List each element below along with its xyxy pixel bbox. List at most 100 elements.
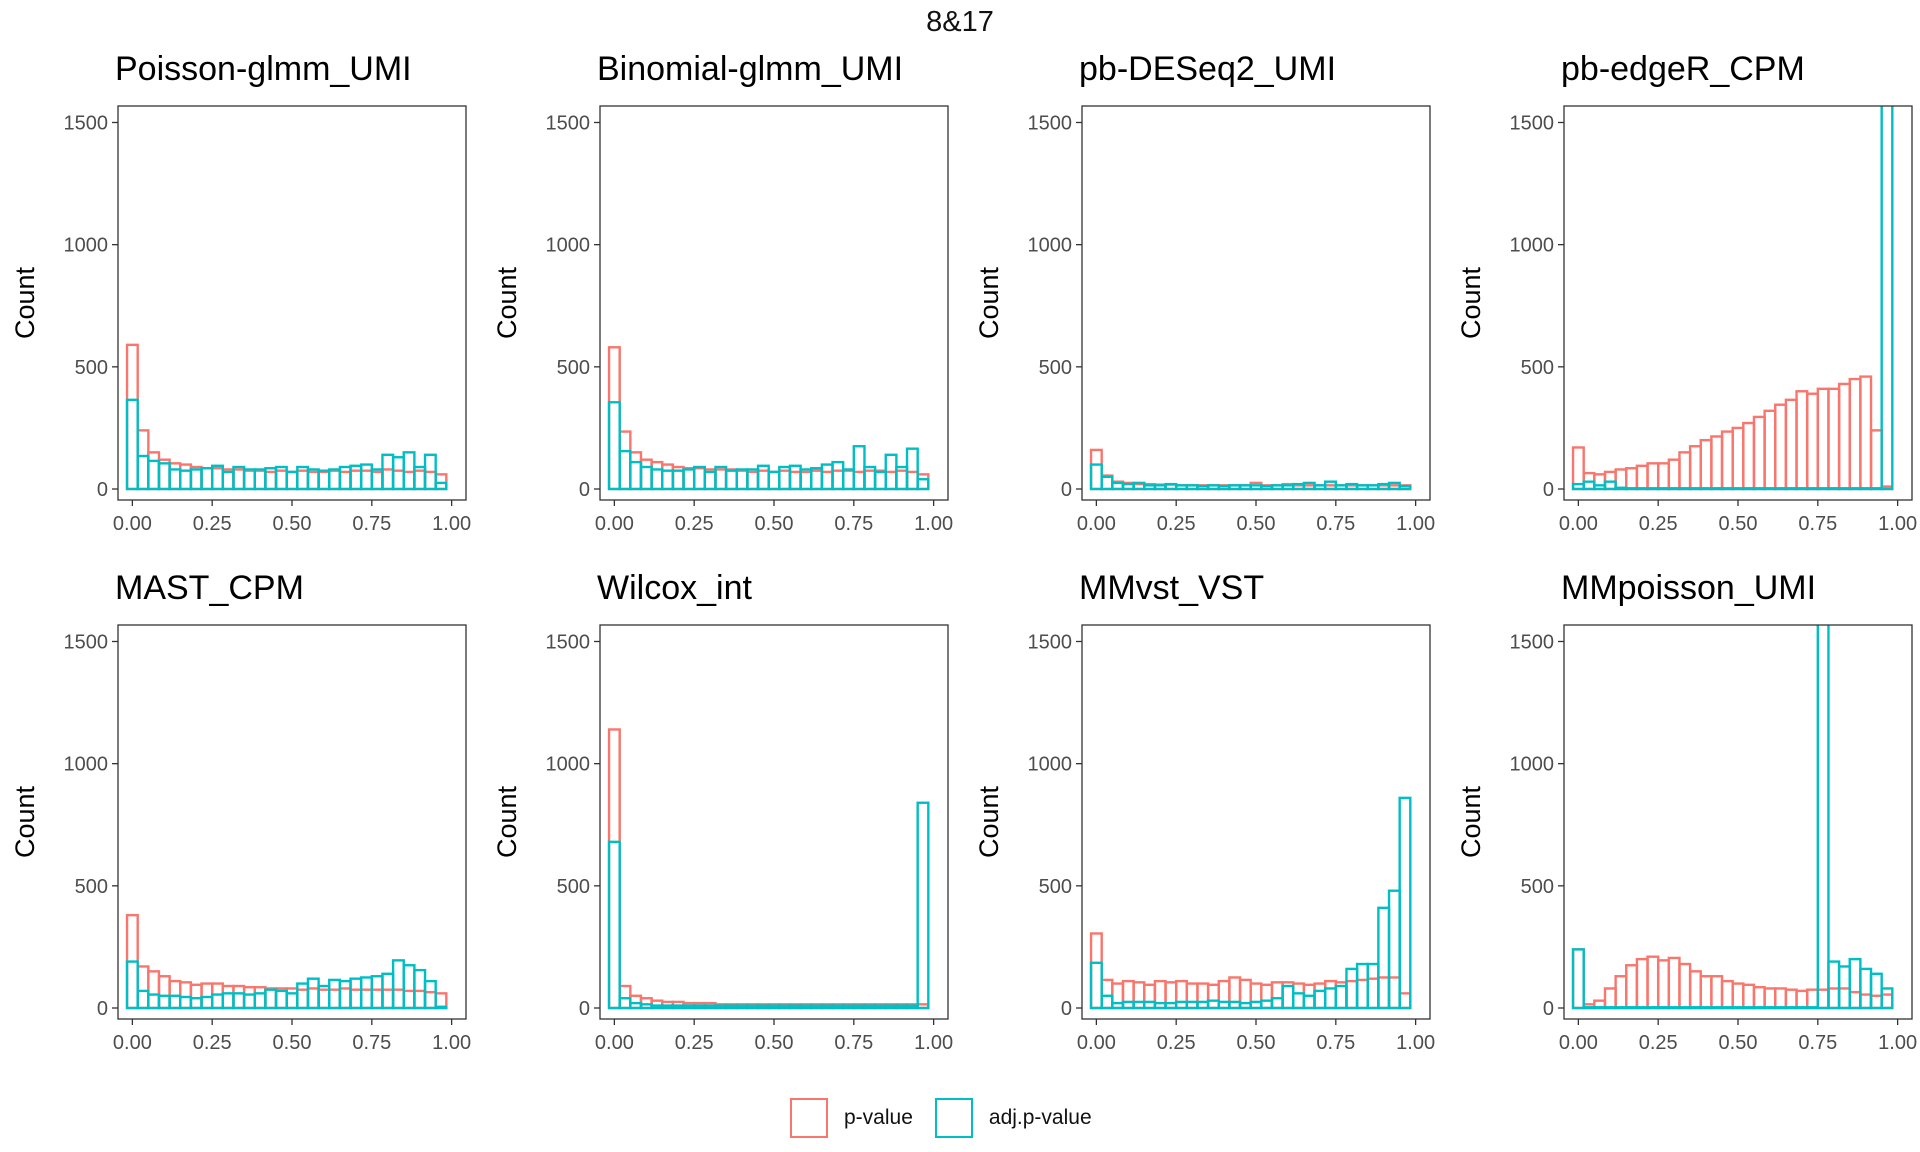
bar-adj-p-value (317, 469, 331, 491)
panel-1: Poisson-glmm_UMI Count 0 500 1000 1500 0.00 0.2… (10, 50, 471, 535)
bar-p-value (1355, 978, 1369, 1010)
bar-adj-p-value (413, 968, 427, 1010)
bar-p-value (1398, 992, 1412, 1010)
x-tick-label: 0.00 (1559, 513, 1598, 535)
bar-adj-p-value (1582, 480, 1596, 491)
bar-adj-p-value (434, 481, 448, 491)
bar-p-value (1837, 382, 1851, 491)
x-tick-label: 0.75 (1798, 513, 1837, 535)
bar-adj-p-value (370, 975, 384, 1010)
bar-adj-p-value (179, 995, 193, 1010)
bar-p-value (714, 468, 728, 491)
bar-adj-p-value (1869, 972, 1883, 1010)
panel-border (599, 624, 949, 1020)
bar-p-value (1869, 994, 1883, 1010)
bars (1089, 796, 1412, 1010)
bar-p-value (402, 989, 416, 1010)
bar-p-value (799, 470, 813, 491)
bar-p-value (136, 429, 150, 491)
x-tick-label: 1.00 (1396, 1032, 1435, 1054)
y-tick-label: 1000 (1510, 235, 1555, 257)
bar-adj-p-value (1656, 1006, 1671, 1010)
y-tick-label: 500 (75, 357, 108, 379)
bar-p-value (1816, 387, 1830, 491)
bar-adj-p-value (1678, 487, 1692, 491)
bar-adj-p-value (1249, 1000, 1263, 1010)
bar-adj-p-value (629, 460, 643, 491)
bar-adj-p-value (1270, 997, 1284, 1010)
panel-border (599, 105, 949, 501)
bar-p-value (200, 467, 214, 491)
bar-adj-p-value (1710, 487, 1724, 491)
bar-p-value (1869, 429, 1883, 491)
bar-adj-p-value (1334, 484, 1348, 491)
bar-adj-p-value (1827, 960, 1841, 1010)
x-tick-label: 0.75 (352, 1032, 391, 1054)
bar-p-value (1837, 987, 1851, 1010)
bar-adj-p-value (1164, 482, 1178, 491)
bar-adj-p-value (1292, 482, 1306, 491)
bar-p-value (639, 458, 653, 491)
bar-adj-p-value (1880, 106, 1894, 491)
bar-p-value (1270, 981, 1284, 1010)
bar-adj-p-value (1089, 961, 1103, 1010)
bar-p-value (434, 473, 448, 491)
bar-adj-p-value (1731, 487, 1745, 491)
bar-adj-p-value (157, 462, 171, 491)
bar-adj-p-value (788, 1004, 802, 1010)
bar-p-value (1656, 959, 1671, 1010)
bar-p-value (1249, 982, 1263, 1010)
bar-p-value (1699, 438, 1713, 491)
x-tick-label: 0.00 (1559, 1032, 1598, 1054)
bar-adj-p-value (1121, 1000, 1135, 1010)
bar-adj-p-value (1582, 1006, 1596, 1010)
y-axis-label: Count (492, 266, 522, 339)
y-tick-label: 1000 (64, 235, 109, 257)
bar-adj-p-value (264, 988, 278, 1010)
bar-adj-p-value (1355, 962, 1369, 1010)
bar-p-value (1603, 470, 1617, 491)
bar-p-value (1678, 962, 1692, 1010)
bar-adj-p-value (1848, 957, 1862, 1010)
bar-p-value (629, 451, 643, 491)
bar-adj-p-value (724, 1004, 738, 1010)
x-tick-label: 0.25 (193, 513, 232, 535)
bar-p-value (1614, 975, 1628, 1010)
bar-p-value (285, 987, 299, 1010)
bar-p-value (370, 470, 384, 491)
bars (607, 346, 930, 491)
bar-adj-p-value (1217, 1000, 1231, 1010)
y-tick-label: 500 (1039, 357, 1072, 379)
panel-4: pb-edgeR_CPM Count 0 500 1000 1500 0.00 0.25 0.5… (1456, 50, 1917, 535)
bar-adj-p-value (841, 1004, 856, 1010)
y-tick-label: 0 (579, 998, 590, 1020)
bar-adj-p-value (147, 459, 161, 491)
bar-p-value (136, 965, 150, 1010)
bar-p-value (1688, 445, 1702, 491)
bar-adj-p-value (328, 468, 342, 491)
bar-adj-p-value (1270, 484, 1284, 491)
bar-adj-p-value (820, 1004, 834, 1010)
bar-adj-p-value (873, 1004, 887, 1010)
bar-adj-p-value (1667, 1006, 1681, 1010)
bar-adj-p-value (1260, 999, 1274, 1010)
bar-adj-p-value (1089, 463, 1103, 491)
bar-p-value (1656, 462, 1671, 491)
bar-adj-p-value (799, 1004, 813, 1010)
bar-adj-p-value (1731, 1006, 1745, 1010)
bar-p-value (1100, 978, 1114, 1010)
y-tick-label: 0 (579, 479, 590, 501)
bar-adj-p-value (423, 453, 437, 491)
bar-adj-p-value (618, 449, 632, 491)
legend-item-adj-p-value: adj.p-value (934, 1098, 1092, 1138)
legend-label-adj-p-value: adj.p-value (988, 1106, 1092, 1129)
bar-p-value (1228, 976, 1242, 1010)
bars (607, 728, 930, 1010)
bar-adj-p-value (125, 398, 139, 491)
bar-p-value (1731, 426, 1745, 491)
bar-p-value (735, 469, 749, 491)
bar-p-value (423, 470, 437, 491)
bar-p-value (253, 986, 267, 1010)
bar-adj-p-value (1345, 482, 1359, 491)
